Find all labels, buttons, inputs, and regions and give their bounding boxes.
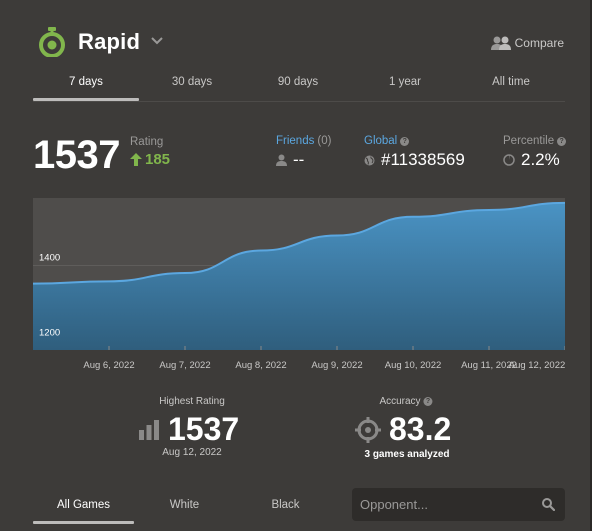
current-rating: 1537 [33, 133, 120, 177]
data-point[interactable] [106, 278, 112, 284]
data-point[interactable] [486, 207, 492, 213]
rating-chart[interactable]: 1400 1200 [33, 198, 565, 350]
friends-label[interactable]: Friends [276, 135, 315, 147]
data-point[interactable] [410, 214, 416, 220]
tab-1-year[interactable]: 1 year [389, 76, 421, 88]
accuracy-label-group: Accuracy ? [379, 396, 433, 407]
percentile-stat: Percentile ? 2.2% [503, 135, 567, 170]
global-label[interactable]: Global [364, 135, 398, 147]
friends-count: (0) [317, 135, 332, 147]
compare-label: Compare [514, 36, 564, 50]
search-icon[interactable] [542, 498, 555, 511]
period-tabs: 7 days 30 days 90 days 1 year All time [33, 72, 565, 102]
tab-7-days[interactable]: 7 days [69, 76, 103, 88]
data-point[interactable] [182, 270, 188, 276]
percentile-pie-icon [503, 154, 515, 166]
highest-rating: 1537 [138, 411, 239, 448]
stopwatch-icon [39, 27, 65, 57]
page-title[interactable]: Rapid [78, 29, 141, 54]
x-tick-label: Aug 7, 2022 [159, 360, 211, 371]
x-tick-label: Aug 10, 2022 [384, 360, 442, 371]
x-tick-label: Aug 6, 2022 [83, 360, 135, 371]
highest-rating-value: 1537 [168, 411, 240, 447]
color-filter-tabs: All Games White Black [33, 488, 335, 524]
friends-stat[interactable]: Friends (0) -- [276, 135, 331, 170]
tab-90-days[interactable]: 90 days [277, 76, 319, 88]
percentile-value: 2.2% [521, 150, 560, 169]
help-icon[interactable]: ? [423, 397, 433, 406]
scroll-edge [590, 0, 592, 531]
rating-change-value: 185 [145, 151, 171, 168]
rating-line [33, 201, 565, 285]
x-tick-label: Aug 12, 2022 [508, 360, 566, 371]
chevron-down-icon[interactable] [151, 36, 163, 46]
accuracy: 83.2 [355, 411, 451, 448]
arrow-up-icon [130, 153, 142, 166]
data-point[interactable] [334, 233, 340, 239]
active-filter-indicator [33, 521, 134, 524]
rating-area [33, 202, 565, 350]
crosshair-icon [355, 416, 381, 443]
opponent-search [352, 488, 565, 521]
x-tick-label: Aug 11, 2022 [461, 360, 517, 371]
x-tick-label: Aug 8, 2022 [235, 360, 287, 371]
help-icon[interactable]: ? [400, 136, 410, 146]
tab-black[interactable]: Black [271, 499, 300, 511]
highest-rating-date: Aug 12, 2022 [162, 447, 222, 458]
tab-30-days[interactable]: 30 days [171, 76, 213, 88]
y-tick-label: 1400 [39, 253, 60, 264]
friends-rank: -- [293, 150, 305, 169]
tab-white[interactable]: White [169, 499, 200, 511]
rating-label: Rating [130, 136, 164, 148]
games-analyzed: 3 games analyzed [364, 449, 450, 460]
users-icon [490, 36, 511, 50]
global-rank: #11338569 [381, 150, 465, 169]
bar-chart-icon [139, 419, 159, 440]
highest-rating-label: Highest Rating [159, 396, 225, 407]
tab-all-games[interactable]: All Games [56, 499, 111, 511]
y-tick-label: 1200 [39, 328, 60, 339]
global-stat[interactable]: Global ? #11338569 [364, 135, 465, 170]
rating-chart-svg: 1400 1200 [33, 201, 565, 350]
accuracy-value: 83.2 [389, 411, 452, 447]
user-icon [276, 154, 287, 166]
data-point[interactable] [258, 248, 264, 254]
tabs-divider [33, 101, 565, 102]
rating-change: 185 [130, 151, 170, 168]
active-tab-indicator [33, 98, 139, 101]
tab-all-time[interactable]: All time [492, 76, 530, 88]
x-tick-label: Aug 9, 2022 [311, 360, 363, 371]
accuracy-label: Accuracy [379, 396, 421, 407]
opponent-search-input[interactable] [352, 488, 532, 521]
help-icon[interactable]: ? [557, 136, 567, 146]
compare-button[interactable]: Compare [490, 35, 564, 51]
percentile-label: Percentile [503, 135, 555, 147]
globe-icon [364, 155, 375, 165]
